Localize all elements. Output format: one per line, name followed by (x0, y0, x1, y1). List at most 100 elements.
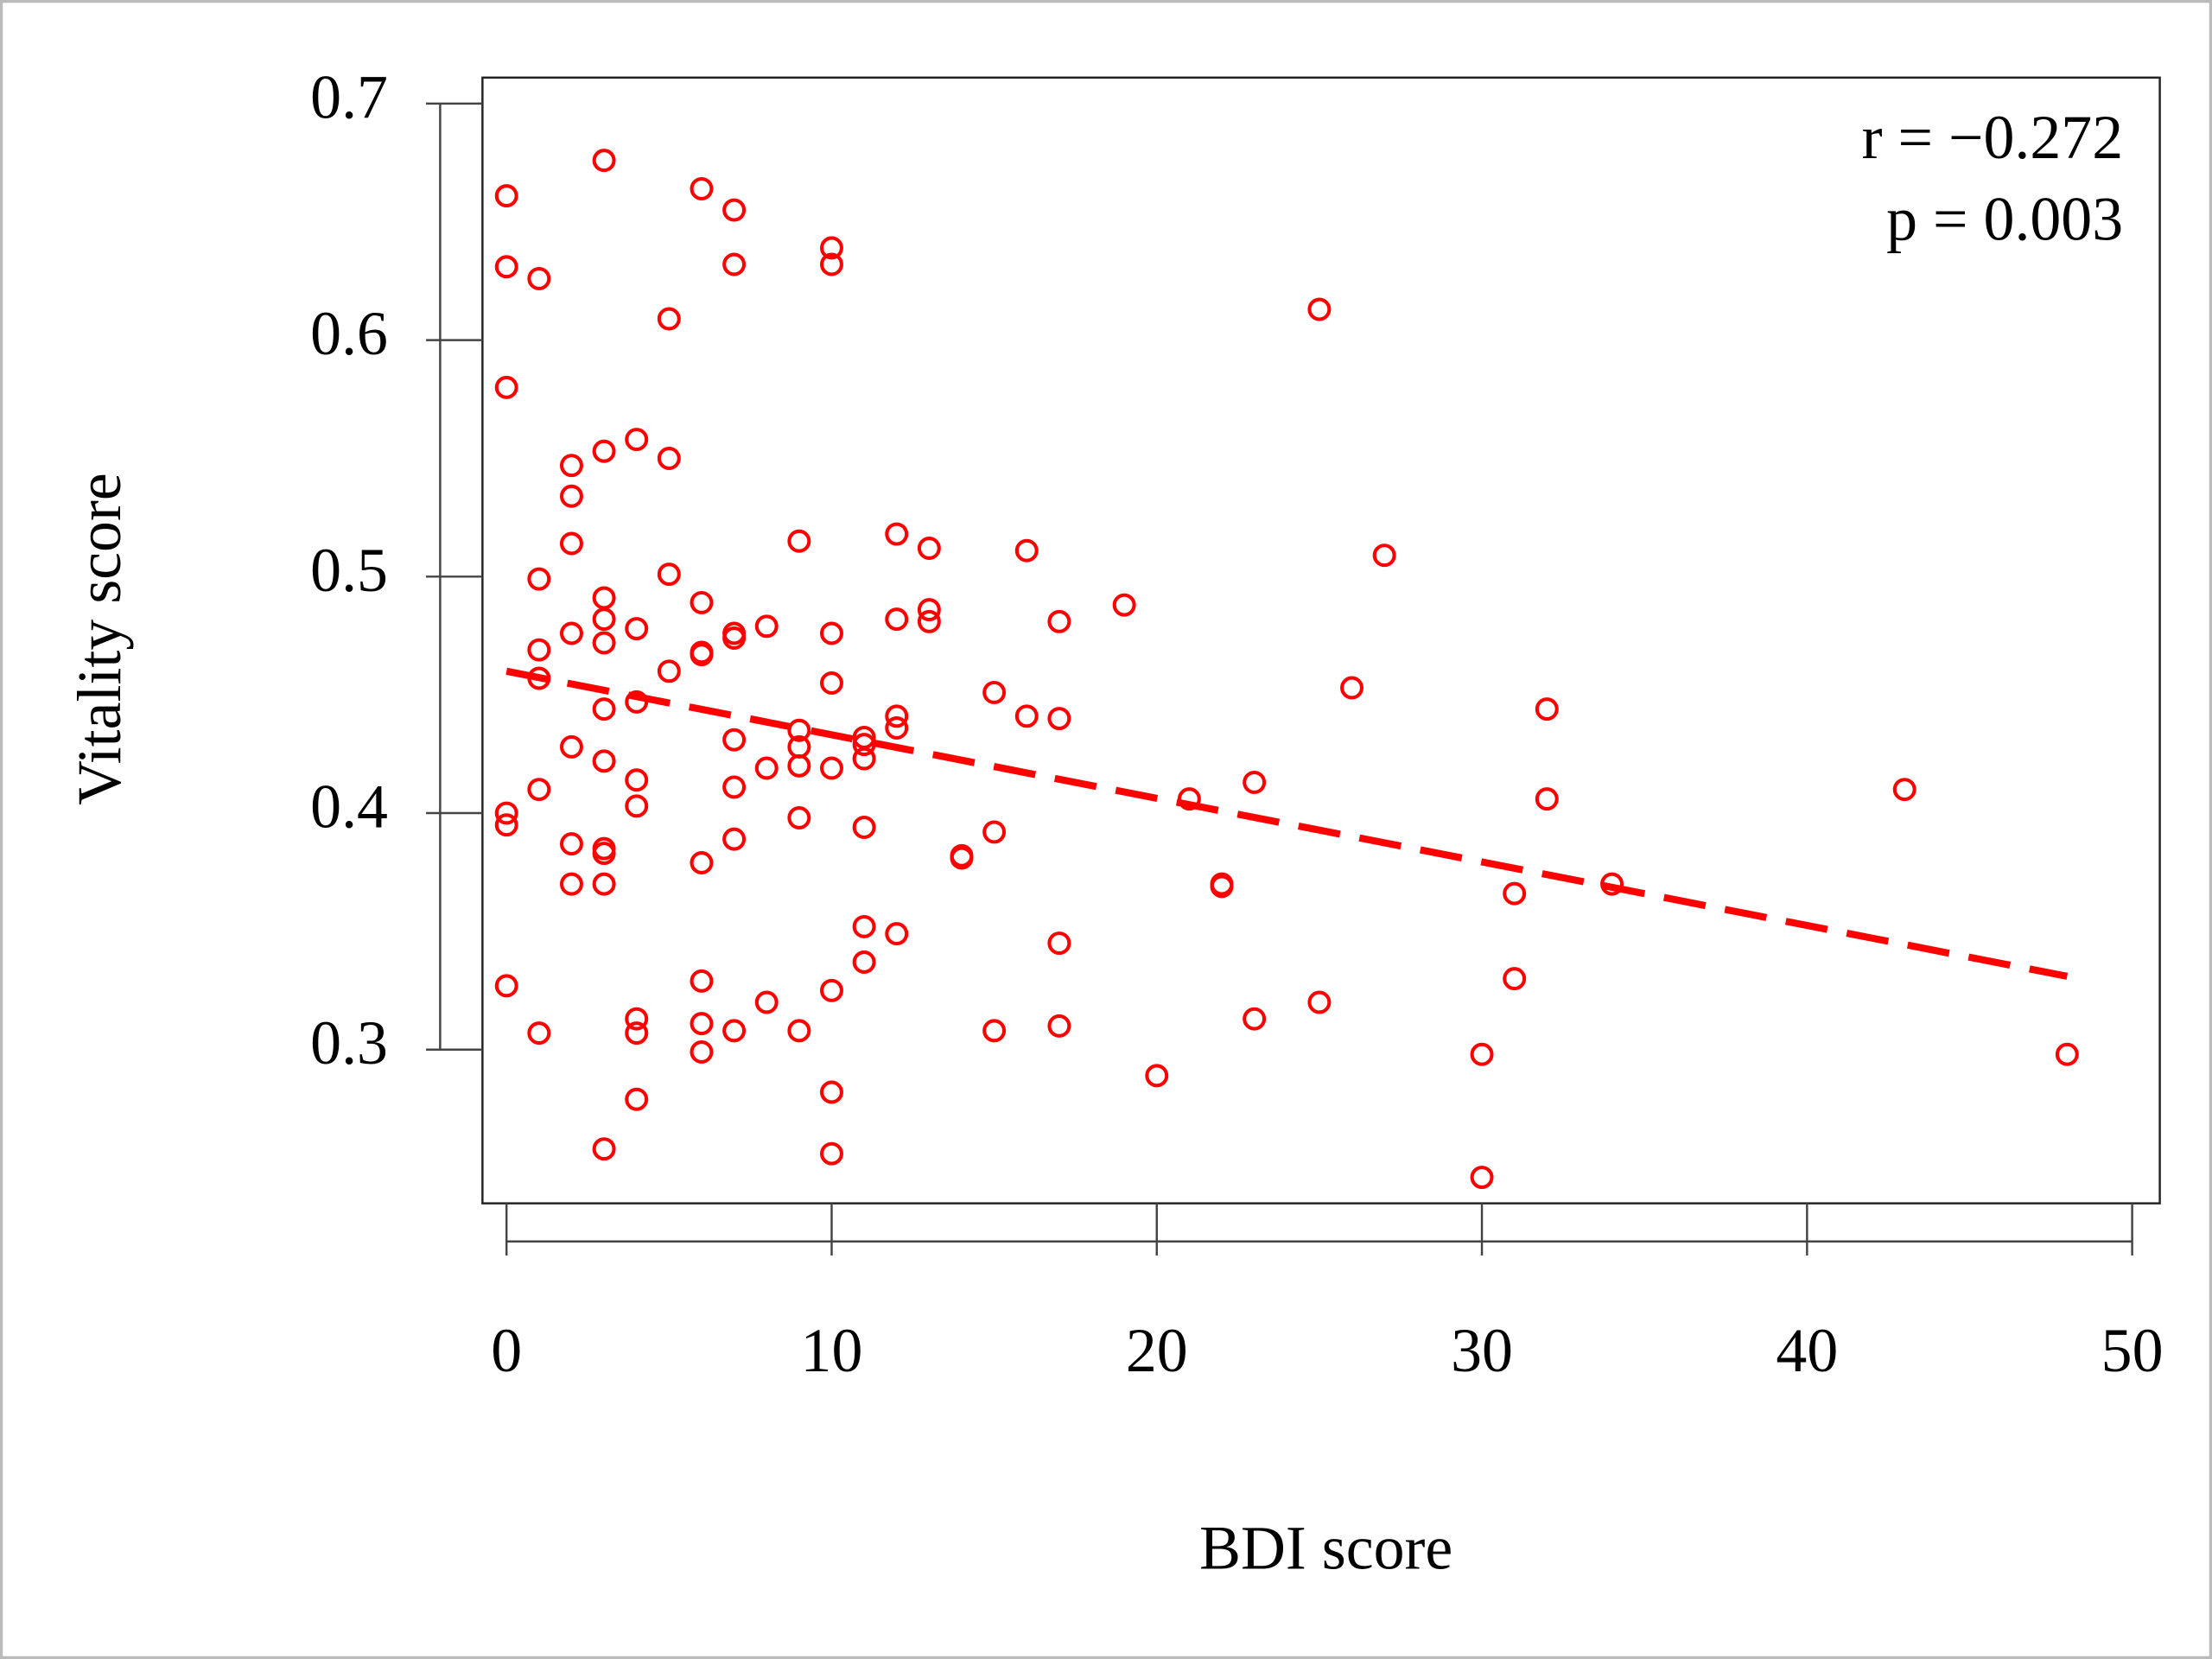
point (657, 446, 681, 470)
point (1535, 697, 1559, 721)
point (820, 756, 843, 780)
point (625, 1007, 649, 1031)
point (625, 1087, 649, 1111)
point (1372, 543, 1396, 568)
point (657, 307, 681, 331)
point (917, 598, 941, 622)
point (820, 1080, 843, 1104)
point (820, 252, 843, 276)
point (722, 252, 747, 276)
point (592, 749, 616, 773)
point (494, 255, 518, 279)
point (1047, 1014, 1071, 1038)
point (527, 778, 551, 802)
point (592, 872, 616, 896)
x-tick-label: 10 (801, 1316, 863, 1385)
point (917, 609, 941, 633)
point (494, 801, 518, 825)
point (1145, 1064, 1169, 1088)
point (494, 184, 518, 208)
point (1892, 778, 1916, 802)
point (494, 974, 518, 998)
point (690, 1040, 714, 1064)
point (625, 617, 649, 641)
point (1243, 770, 1267, 794)
point (885, 716, 909, 740)
point (852, 747, 876, 771)
point (625, 428, 649, 452)
point (690, 590, 714, 614)
plot-box (481, 76, 2161, 1205)
point (690, 1012, 714, 1036)
trend-line (505, 667, 2069, 980)
point (559, 531, 583, 556)
y-tick-label: 0.5 (310, 536, 388, 605)
point (787, 718, 811, 742)
point (559, 454, 583, 478)
point (820, 978, 843, 1002)
point (657, 659, 681, 683)
point (559, 734, 583, 759)
annotation: r = −0.272 (1862, 103, 2123, 172)
point (885, 704, 909, 728)
x-tick-label: 50 (2101, 1316, 2164, 1385)
point (625, 794, 649, 818)
point (1014, 538, 1039, 563)
point (1210, 874, 1234, 899)
point (592, 631, 616, 655)
point (592, 149, 616, 173)
point (592, 697, 616, 721)
point (722, 1019, 747, 1043)
x-axis-label: BDI score (1199, 1514, 1452, 1583)
point (1470, 1042, 1494, 1066)
point (1243, 1007, 1267, 1031)
point (592, 1137, 616, 1161)
point (1177, 787, 1201, 811)
x-tick-label: 30 (1451, 1316, 1513, 1385)
point (787, 1019, 811, 1043)
point (690, 176, 714, 200)
annotation: p = 0.003 (1886, 185, 2123, 254)
point (754, 990, 779, 1014)
y-tick-label: 0.6 (310, 299, 388, 368)
y-tick-label: 0.3 (310, 1008, 388, 1077)
point (559, 621, 583, 645)
point (1047, 609, 1071, 633)
point (1535, 787, 1559, 811)
x-tick-label: 40 (1776, 1316, 1838, 1385)
point (657, 563, 681, 587)
point (690, 851, 714, 874)
y-tick-label: 0.4 (310, 772, 388, 842)
point (787, 753, 811, 778)
point (820, 1141, 843, 1166)
point (1047, 931, 1071, 956)
point (885, 922, 909, 946)
point (754, 756, 779, 780)
x-tick-label: 0 (491, 1316, 522, 1385)
point (787, 806, 811, 830)
point (1503, 881, 1527, 906)
point (592, 439, 616, 463)
point (1600, 872, 1624, 896)
point (1470, 1166, 1494, 1190)
point (2055, 1042, 2079, 1066)
point (1307, 990, 1332, 1014)
point (527, 266, 551, 290)
point (722, 775, 747, 799)
point (690, 969, 714, 993)
point (559, 832, 583, 856)
point (820, 621, 843, 645)
point (852, 815, 876, 839)
point (722, 626, 747, 650)
y-axis-label: Vitality score (65, 473, 134, 805)
point (494, 813, 518, 837)
point (592, 842, 616, 866)
point (754, 614, 779, 639)
point (1047, 707, 1071, 731)
point (527, 567, 551, 591)
point (787, 529, 811, 553)
point (982, 680, 1007, 704)
point (559, 484, 583, 508)
